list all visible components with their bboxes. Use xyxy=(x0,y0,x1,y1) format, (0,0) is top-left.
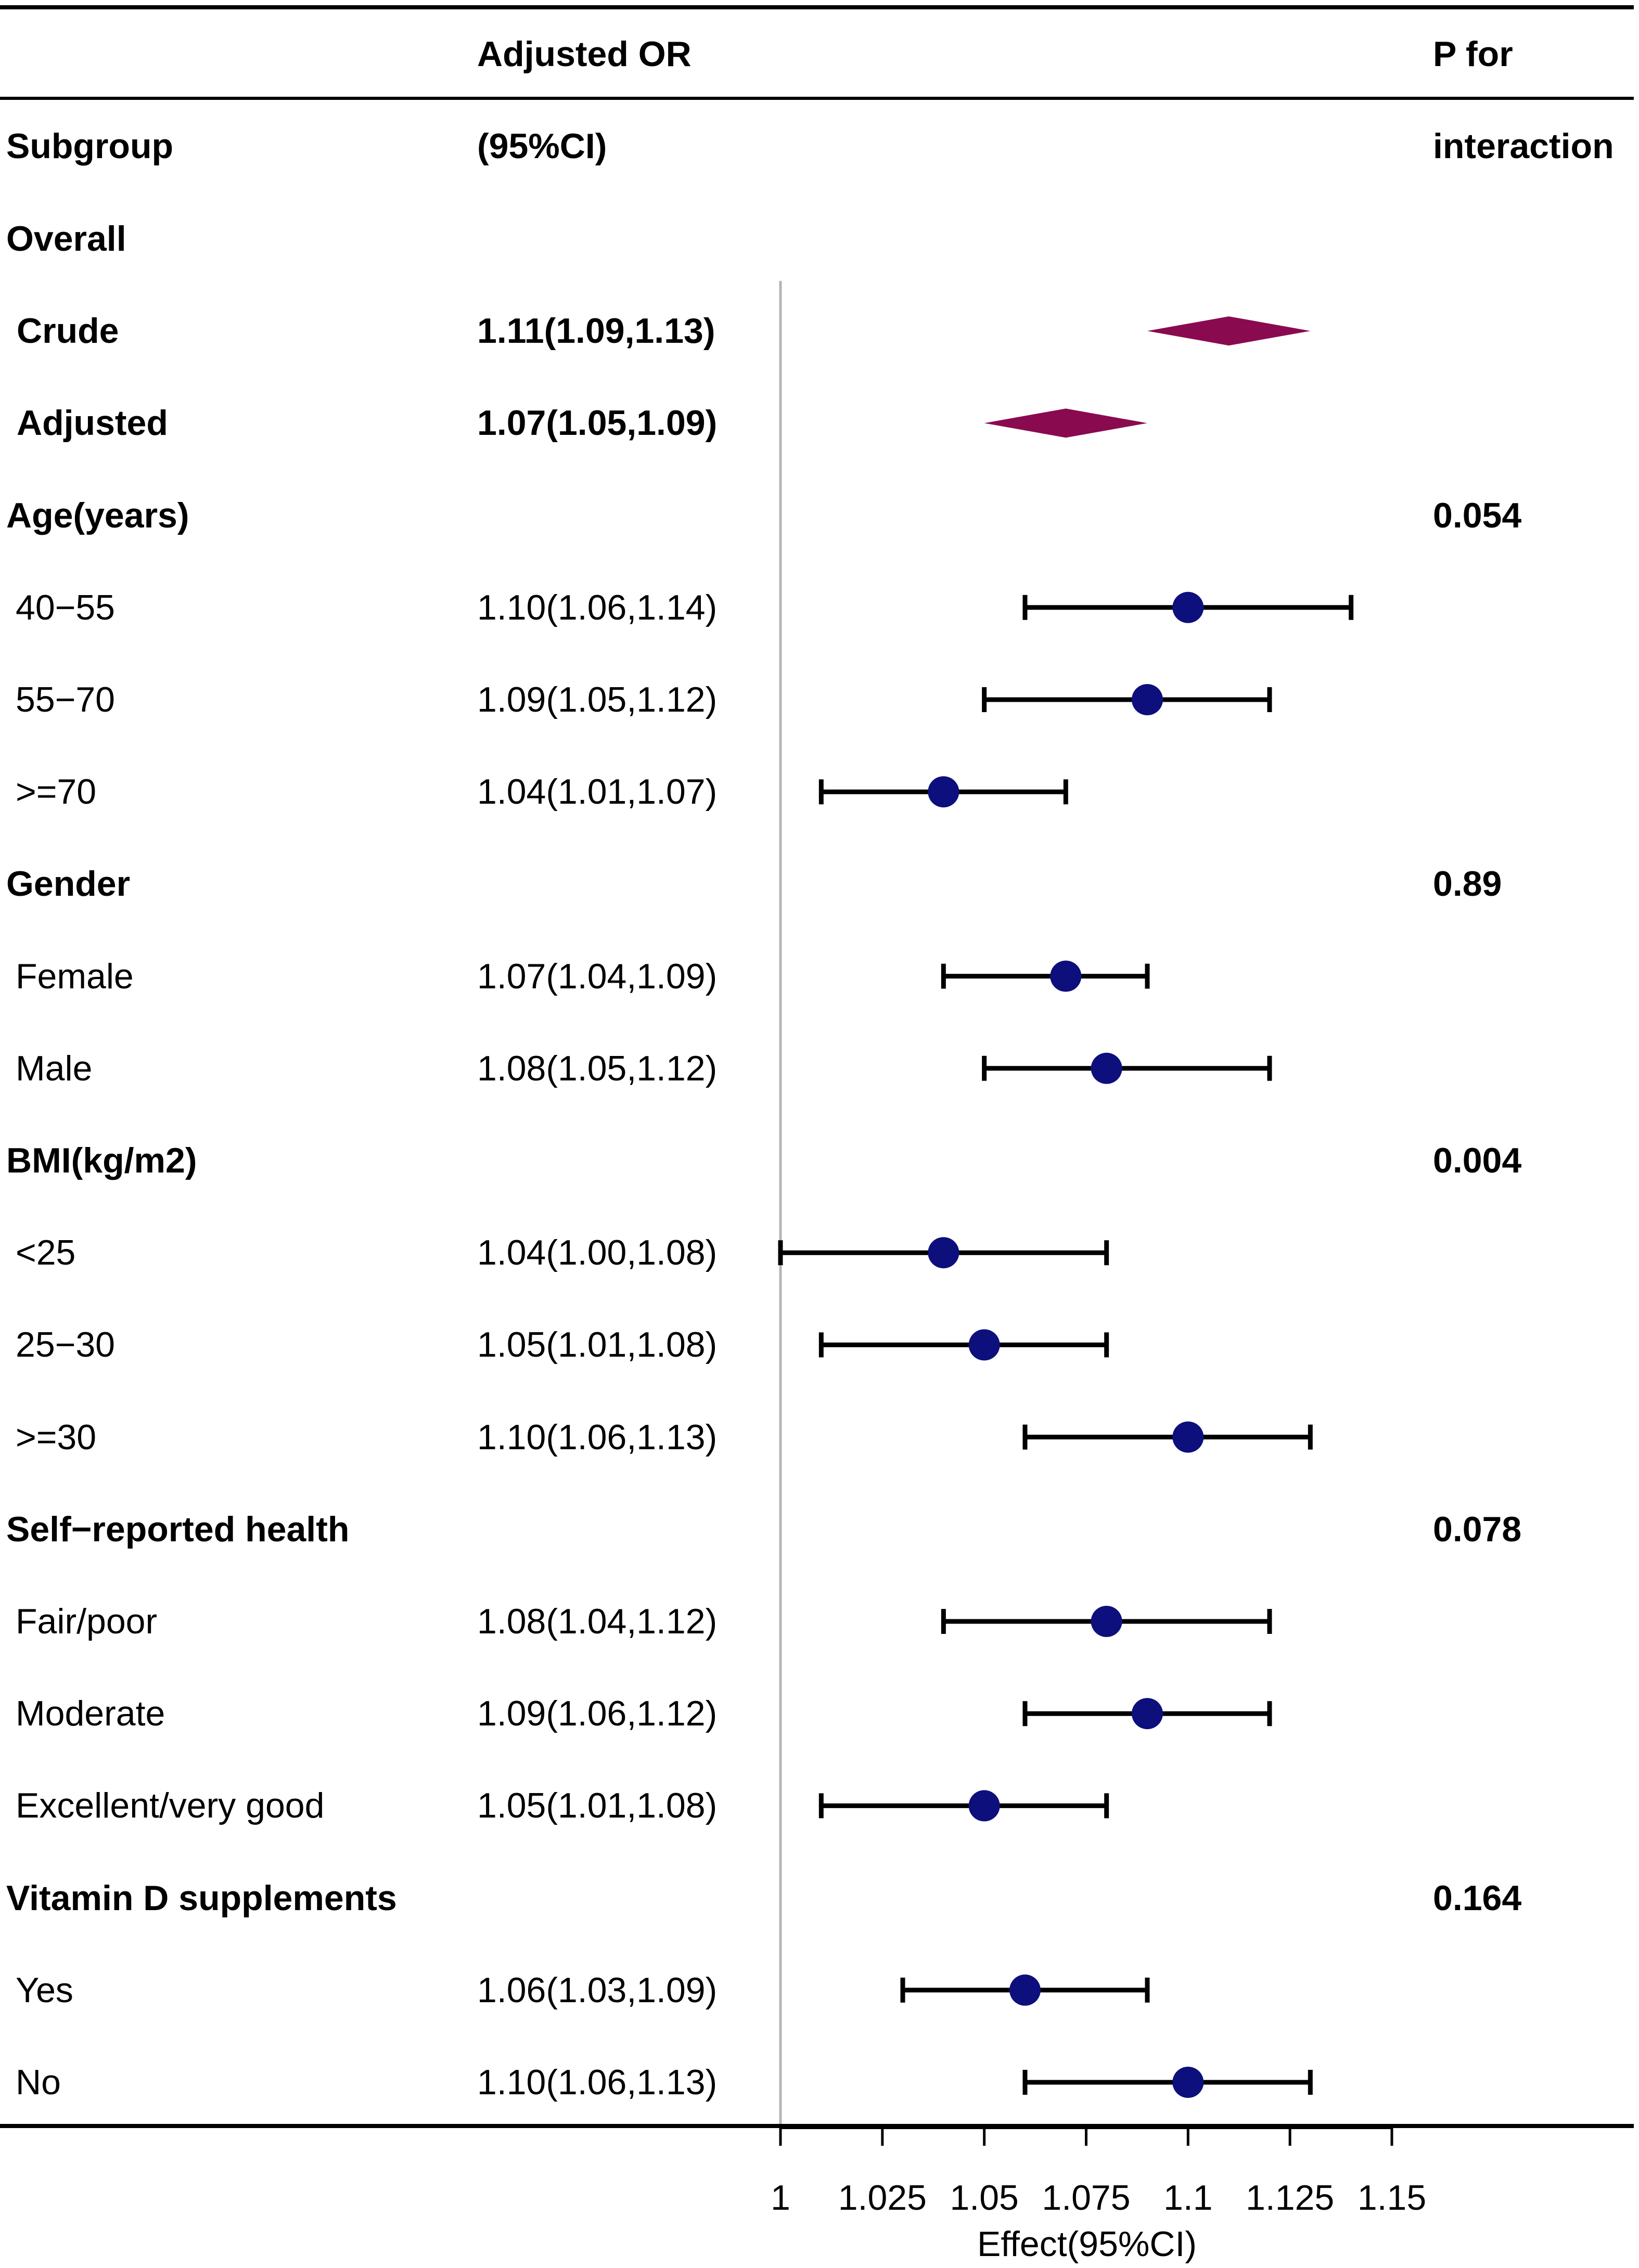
x-tick-label: 1.05 xyxy=(950,2178,1018,2218)
top-rule xyxy=(0,5,1634,9)
row-p-interaction: 0.054 xyxy=(1433,495,1522,535)
row-or-ci: 1.09(1.05,1.12) xyxy=(477,680,718,719)
row-or-ci: 1.09(1.06,1.12) xyxy=(477,1694,718,1734)
row-label: >=30 xyxy=(16,1417,97,1457)
row-p-interaction: 0.89 xyxy=(1433,864,1502,904)
row-label: Male xyxy=(16,1048,93,1088)
row-label: Adjusted xyxy=(17,403,168,443)
row-label: Crude xyxy=(17,311,119,351)
row-or-ci: 1.08(1.05,1.12) xyxy=(477,1048,718,1088)
point-estimate xyxy=(968,1329,1000,1361)
row-or-ci: 1.07(1.04,1.09) xyxy=(477,956,718,996)
header-subgroup: Subgroup xyxy=(6,126,174,166)
point-estimate xyxy=(1172,2067,1204,2098)
row-p-interaction: 0.164 xyxy=(1433,1878,1522,1918)
row-label: 40−55 xyxy=(16,587,115,627)
row-or-ci: 1.11(1.09,1.13) xyxy=(477,311,715,351)
point-estimate xyxy=(968,1790,1000,1822)
row-label: BMI(kg/m2) xyxy=(6,1141,197,1180)
row-label: 55−70 xyxy=(16,680,115,719)
row-label: Vitamin D supplements xyxy=(6,1878,397,1918)
summary-diamond xyxy=(984,408,1147,438)
point-estimate xyxy=(928,1237,959,1269)
row-or-ci: 1.07(1.05,1.09) xyxy=(477,403,718,443)
point-estimate xyxy=(1132,1698,1163,1730)
row-or-ci: 1.08(1.04,1.12) xyxy=(477,1602,718,1641)
row-or-ci: 1.06(1.03,1.09) xyxy=(477,1970,718,2010)
row-or-ci: 1.05(1.01,1.08) xyxy=(477,1786,718,1826)
row-label: Age(years) xyxy=(6,495,189,535)
x-tick-label: 1 xyxy=(771,2178,790,2218)
summary-diamond xyxy=(1147,316,1311,346)
row-or-ci: 1.05(1.01,1.08) xyxy=(477,1325,718,1365)
point-estimate xyxy=(1172,1421,1204,1453)
header-or-line1: Adjusted OR xyxy=(477,34,692,74)
x-tick-label: 1.1 xyxy=(1163,2178,1213,2218)
header-rule xyxy=(0,97,1634,100)
row-label: No xyxy=(16,2063,61,2102)
x-axis-title: Effect(95%CI) xyxy=(977,2224,1197,2264)
row-label: 25−30 xyxy=(16,1325,115,1365)
row-label: Yes xyxy=(16,1970,73,2010)
row-label: Gender xyxy=(6,864,131,904)
header-p-line2: interaction xyxy=(1433,126,1614,166)
row-label: Excellent/very good xyxy=(16,1786,325,1826)
header-p-line1: P for xyxy=(1433,34,1513,74)
x-tick-label: 1.025 xyxy=(838,2178,927,2218)
row-or-ci: 1.10(1.06,1.14) xyxy=(477,587,718,627)
row-label: <25 xyxy=(16,1233,76,1273)
x-tick-label: 1.15 xyxy=(1358,2178,1426,2218)
row-label: Fair/poor xyxy=(16,1602,158,1641)
point-estimate xyxy=(1009,1974,1041,2006)
point-estimate xyxy=(1132,684,1163,715)
row-label: >=70 xyxy=(16,772,97,812)
row-p-interaction: 0.078 xyxy=(1433,1509,1522,1549)
row-or-ci: 1.04(1.01,1.07) xyxy=(477,772,718,812)
x-tick-label: 1.075 xyxy=(1042,2178,1130,2218)
row-label: Self−reported health xyxy=(6,1509,350,1549)
point-estimate xyxy=(1091,1606,1122,1637)
row-p-interaction: 0.004 xyxy=(1433,1141,1522,1180)
row-label: Female xyxy=(16,956,134,996)
row-or-ci: 1.10(1.06,1.13) xyxy=(477,2063,718,2102)
row-or-ci: 1.04(1.00,1.08) xyxy=(477,1233,718,1273)
point-estimate xyxy=(1050,960,1082,992)
row-label: Overall xyxy=(6,219,126,259)
x-tick-label: 1.125 xyxy=(1246,2178,1334,2218)
row-or-ci: 1.10(1.06,1.13) xyxy=(477,1417,718,1457)
row-label: Moderate xyxy=(16,1694,165,1734)
point-estimate xyxy=(1091,1052,1122,1084)
header-or-line2: (95%CI) xyxy=(477,126,607,166)
point-estimate xyxy=(1172,591,1204,623)
point-estimate xyxy=(928,776,959,808)
